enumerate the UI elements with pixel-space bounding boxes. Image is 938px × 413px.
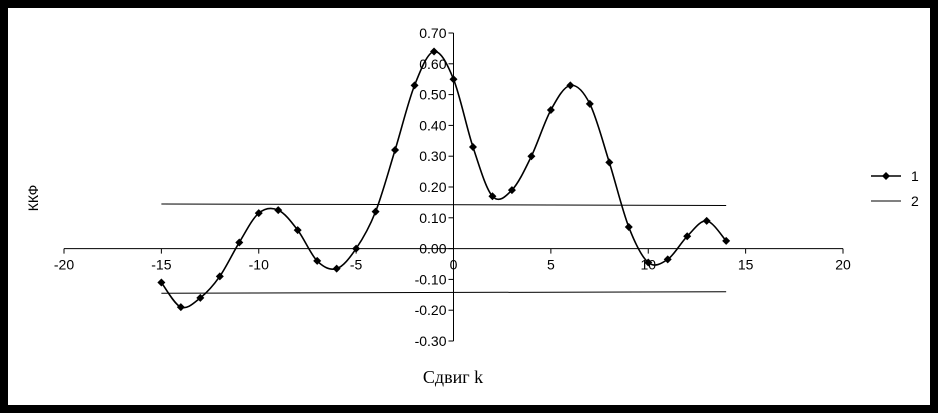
series-1-marker [527,152,536,161]
series-1-marker [235,238,244,247]
y-tick-label: 0.30 [419,148,446,164]
series-1-marker [605,158,614,167]
y-tick-label: 0.40 [419,117,446,133]
series-1-marker [293,226,302,235]
series-1-marker [313,256,322,265]
series-2 [161,203,727,294]
x-tick-label: 20 [835,257,851,273]
legend-label-1: 1 [911,168,919,184]
series-1-marker [254,209,263,218]
series-1-marker [683,232,692,241]
series-1-marker [702,216,711,225]
series-1-marker [566,81,575,90]
series-1-marker [157,278,166,287]
x-tick-label: 0 [450,257,458,273]
series-1-marker [176,303,185,312]
y-tick-label: 0.20 [419,179,446,195]
series-1-marker [585,99,594,108]
x-tick-labels: -20-15-10-505101520 [54,257,851,273]
series-1-marker [488,192,497,201]
y-tick-label: 0.10 [419,210,446,226]
series-1-marker [274,206,283,215]
y-tick-label: -0.20 [415,302,447,318]
y-tick-labels: 0.700.600.500.400.300.200.100.00-0.10-0.… [415,25,447,349]
chart-svg: -20-15-10-505101520 0.700.600.500.400.30… [25,25,919,387]
y-axis-label: ККФ [25,185,41,211]
x-tick-label: -10 [249,257,269,273]
series-2-lower-line [161,291,727,294]
legend-marker-1 [882,172,890,180]
y-tick-label: 0.70 [419,25,446,41]
series-1-marker [215,272,224,281]
x-axis-label: Сдвиг k [423,367,483,387]
series-1-marker [332,264,341,273]
x-tick-label: -15 [151,257,171,273]
series-1-marker [722,236,731,245]
series-1-marker [410,81,419,90]
series-1-marker [644,258,653,267]
chart-frame: -20-15-10-505101520 0.700.600.500.400.30… [8,8,930,405]
y-tick-label: 0.00 [419,241,446,257]
series-1-marker [449,75,458,84]
x-tick-label: -20 [54,257,74,273]
x-tick-label: 15 [738,257,754,273]
series-1 [157,47,731,312]
series-1-marker [352,244,361,253]
series-1-marker [371,207,380,216]
y-tick-label: -0.30 [415,333,447,349]
y-tick-label: 0.50 [419,87,446,103]
series-1-marker [196,293,205,302]
series-1-marker [546,106,555,114]
series-1-marker [391,146,400,155]
series-1-marker [507,186,516,195]
x-tick-label: 5 [547,257,555,273]
legend: 1 2 [871,168,919,209]
series-2-upper-line [161,203,727,206]
x-tick-label: -5 [350,257,363,273]
series-1-marker [663,255,672,264]
series-1-marker [624,223,633,232]
legend-label-2: 2 [911,193,919,209]
series-1-marker [430,47,439,56]
y-tick-label: -0.10 [415,271,447,287]
series-1-marker [468,142,477,151]
